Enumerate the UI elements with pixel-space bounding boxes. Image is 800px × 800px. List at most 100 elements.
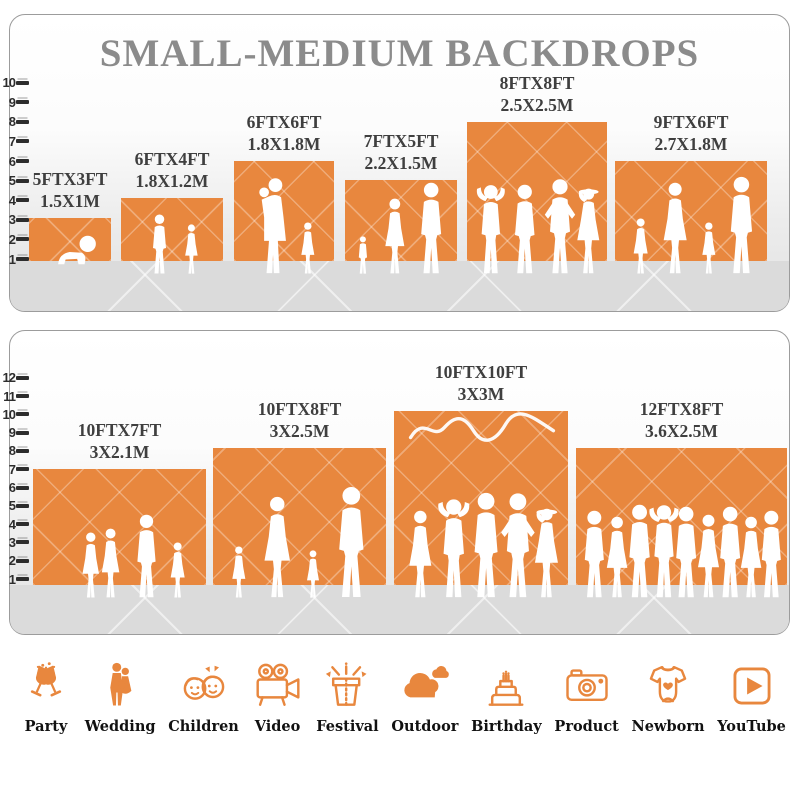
backdrop-size-label: 9FTX6FT 2.7X1.8M — [654, 111, 729, 155]
ruler-tick-number: 4 — [8, 516, 16, 532]
silhouette-woman — [379, 198, 411, 274]
ruler-tick-dash — [16, 198, 29, 203]
backdrop-size-m: 3X2.5M — [269, 421, 330, 441]
backdrop-size-m: 2.7X1.8M — [654, 134, 728, 154]
silhouette-woman — [656, 182, 694, 274]
backdrop-7ftx5ft: 7FTX5FT 2.2X1.5M — [345, 131, 457, 261]
ruler-tick: 7 — [0, 133, 29, 149]
panel-small-medium-backdrops: SMALL-MEDIUM BACKDROPS 1 2 3 4 5 6 7 8 9 10 5FTX3F… — [3, 14, 790, 312]
backdrop-size-m: 3.6X2.5M — [645, 421, 718, 441]
ruler-tick-number: 4 — [8, 192, 16, 208]
silhouette-toddler — [355, 236, 371, 274]
category-youtube: YouTube — [717, 660, 786, 735]
category-birthday: Birthday — [471, 660, 542, 735]
ruler-tick-dash — [16, 257, 29, 261]
ruler-tick-number: 1 — [8, 251, 16, 267]
ruler-tick-dash — [16, 522, 29, 527]
outdoor-icon — [404, 666, 449, 698]
ruler-tick-number: 8 — [8, 114, 16, 130]
newborn-icon — [649, 666, 687, 703]
ruler-tick-dash — [16, 448, 29, 453]
ruler-tick-number: 7 — [8, 461, 16, 477]
ruler-tick-dash — [16, 237, 29, 242]
ruler-tick-number: 6 — [8, 153, 16, 169]
backdrop-canvas — [234, 161, 334, 261]
ruler-tick: 11 — [0, 388, 29, 404]
silhouette-man — [753, 510, 790, 598]
ruler-tick-number: 7 — [8, 133, 16, 149]
backdrop-6ftx6ft: 6FTX6FT 1.8X1.8M — [234, 112, 334, 261]
ruler-tick: 8 — [0, 114, 29, 130]
ruler-tick: 3 — [0, 212, 29, 227]
backdrop-size-m: 1.8X1.2M — [135, 171, 209, 191]
ruler-tick: 4 — [0, 516, 29, 532]
backdrop-size-ft: 7FTX5FT — [363, 131, 439, 151]
category-label: YouTube — [717, 718, 786, 735]
backdrop-size-ft: 5FTX3FT — [32, 169, 108, 189]
ruler-tick-number: 9 — [8, 94, 16, 110]
ruler-tick-number: 11 — [3, 388, 16, 404]
ruler-tick-dash — [16, 178, 29, 183]
panel-large-backdrops: 1 2 3 4 5 6 7 8 9 10 11 12 10FTX7FT 3X2.1M 10FTX8FT 3X2… — [3, 330, 790, 635]
backdrop-12ftx8ft: 12FTX8FT 3.6X2.5M — [576, 399, 787, 585]
category-label: Newborn — [631, 718, 705, 735]
backdrop-size-m: 2.2X1.5M — [364, 153, 438, 173]
ruler-tick-number: 1 — [8, 571, 16, 587]
ruler-tick-dash — [16, 119, 29, 124]
backdrop-8ftx8ft: 8FTX8FT 2.5X2.5M — [467, 73, 607, 261]
category-festival: Festival — [316, 660, 379, 735]
category-wedding: Wedding — [85, 660, 156, 735]
backdrop-size-ft: 10FTX7FT — [77, 420, 162, 440]
backdrop-6ftx4ft: 6FTX4FT 1.8X1.2M — [121, 149, 223, 261]
backdrop-5ftx3ft: 5FTX3FT 1.5X1M — [29, 169, 111, 261]
ruler-tick-dash — [16, 80, 29, 85]
birthday-icon — [488, 670, 524, 706]
backdrop-size-ft: 9FTX6FT — [653, 112, 729, 132]
silhouette-girl — [181, 224, 202, 274]
backdrop-canvas — [29, 218, 111, 261]
category-children: Children — [168, 660, 239, 735]
silhouette-man — [412, 182, 450, 274]
backdrop-size-label: 12FTX8FT 3.6X2.5M — [640, 398, 724, 442]
ruler-tick: 10 — [0, 75, 29, 91]
ruler-tick: 7 — [0, 461, 29, 477]
backdrop-size-ft: 8FTX8FT — [499, 73, 575, 93]
backdrop-10ftx8ft: 10FTX8FT 3X2.5M — [213, 399, 386, 585]
backdrop-size-label: 8FTX8FT 2.5X2.5M — [500, 72, 575, 116]
backdrop-size-m: 1.5X1M — [40, 191, 100, 211]
ruler-tick-number: 8 — [8, 443, 16, 459]
category-row: Party Wedding Children V — [0, 660, 800, 735]
silhouette-baby — [52, 233, 100, 267]
category-product: Product — [554, 660, 619, 735]
children-icon — [183, 665, 224, 700]
ruler-tick-number: 10 — [2, 75, 16, 91]
backdrop-10ftx10ft: 10FTX10FT 3X3M — [394, 362, 568, 585]
backdrop-size-m: 3X3M — [457, 384, 505, 404]
ruler-tick: 1 — [0, 571, 29, 587]
silhouette-womanbaby — [252, 177, 296, 274]
ruler-tick-dash — [16, 100, 29, 105]
backdrop-size-label: 6FTX4FT 1.8X1.2M — [135, 148, 210, 192]
silhouette-man — [129, 514, 164, 598]
silhouette-boy — [147, 214, 172, 274]
ruler-tick-dash — [16, 375, 29, 380]
ruler-tick: 12 — [0, 370, 29, 386]
ruler-tick: 8 — [0, 443, 29, 459]
ruler-tick-dash — [16, 394, 29, 398]
backdrop-size-ft: 6FTX6FT — [246, 112, 322, 132]
ruler-tick-dash — [16, 412, 29, 417]
floor-small-medium — [10, 261, 789, 311]
silhouette-woman — [96, 528, 125, 598]
ruler-tick: 5 — [0, 498, 29, 513]
category-label: Video — [254, 718, 301, 735]
category-label: Wedding — [84, 718, 156, 735]
backdrop-size-ft: 12FTX8FT — [639, 399, 724, 419]
ruler-tick-number: 12 — [2, 370, 16, 386]
silhouette-girl — [698, 222, 720, 274]
silhouette-girl — [166, 542, 189, 598]
handwriting-decor-icon — [408, 412, 556, 442]
backdrop-size-ft: 6FTX4FT — [134, 149, 210, 169]
ruler-tick-dash — [16, 430, 29, 435]
ruler-tick-number: 5 — [8, 173, 16, 189]
backdrop-size-label: 10FTX10FT 3X3M — [435, 361, 527, 405]
